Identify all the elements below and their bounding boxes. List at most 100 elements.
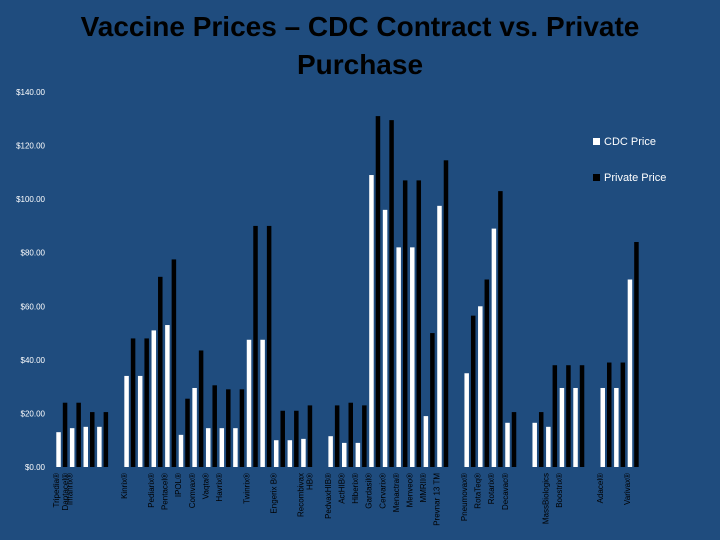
cdc-price-bar [151, 330, 157, 467]
cdc-price-bar [505, 422, 510, 467]
chart-title: Vaccine Prices – CDC Contract vs. Privat… [80, 11, 640, 80]
private-price-bar [402, 180, 408, 467]
cdc-price-bar [478, 306, 483, 467]
private-price-bar [144, 338, 149, 467]
category-label: Hiberix® [351, 473, 360, 504]
cdc-price-bar [69, 428, 75, 467]
cdc-price-bar [137, 375, 143, 467]
legend-swatch [593, 138, 600, 145]
cdc-price-bar [396, 247, 401, 467]
y-tick-label: $80.00 [21, 249, 46, 258]
y-axis: $0.00 $20.00 $40.00 $60.00 $80.00 $100.00 $120… [16, 88, 45, 472]
cdc-price-bar [491, 228, 497, 467]
category-label: Kinrix® [120, 473, 129, 499]
category-label: MassBiologics [542, 473, 551, 524]
cdc-price-bar [219, 428, 225, 467]
category-label: Varivax® [623, 473, 632, 505]
cdc-price-bar [369, 175, 374, 468]
category-label: Menveo® [406, 473, 415, 507]
y-tick-label: $140.00 [16, 88, 45, 97]
category-label: Recombivax [297, 473, 306, 517]
cdc-price-bar [600, 387, 605, 467]
legend-label: CDC Price [604, 136, 656, 148]
category-label: Twinrix® [242, 473, 251, 504]
cdc-price-bar [614, 387, 619, 467]
cdc-price-bar [301, 438, 306, 467]
category-label: IPOL® [174, 473, 183, 497]
private-price-bar [606, 362, 612, 467]
private-price-bar [171, 259, 177, 467]
category-label: Vaqta® [201, 473, 210, 499]
category-label: Boostrix® [555, 473, 564, 508]
cdc-price-bar [532, 422, 537, 467]
private-price-bar [334, 405, 340, 467]
private-price-bar [212, 385, 217, 467]
cdc-price-bar [546, 426, 551, 467]
y-tick-label: $100.00 [16, 195, 45, 204]
private-price-bar [90, 412, 95, 467]
category-label: Cervarix® [378, 473, 387, 509]
category-label: Pediarix® [147, 473, 156, 508]
category-label: Tripedia® [52, 473, 61, 508]
category-label: Pentacel® [161, 473, 170, 510]
private-price-bar [62, 402, 68, 467]
cdc-price-bar [573, 387, 578, 467]
private-price-bar [76, 402, 81, 467]
cdc-price-bar [437, 205, 442, 467]
cdc-price-bar [464, 373, 469, 467]
bars [56, 116, 639, 468]
y-tick-label: $120.00 [16, 142, 45, 151]
cdc-price-bar [273, 440, 279, 467]
y-tick-label: $60.00 [21, 302, 46, 311]
y-tick-label: $20.00 [21, 409, 46, 418]
private-price-bar [103, 412, 109, 467]
cdc-price-bar [56, 432, 61, 467]
private-price-bar [416, 180, 422, 467]
private-price-bar [538, 412, 544, 467]
category-label: Decavac® [501, 473, 510, 510]
cdc-price-bar [410, 247, 415, 467]
private-price-bar [266, 225, 272, 467]
category-label: Adacel® [596, 473, 605, 503]
category-label: Havrix® [215, 473, 224, 502]
private-price-bar [239, 389, 245, 467]
cdc-price-bar [423, 416, 429, 467]
category-label: Comvax® [188, 473, 197, 508]
cdc-price-bar [165, 325, 170, 467]
category-label: MMRII® [419, 473, 428, 503]
legend-swatch [593, 174, 600, 181]
cdc-price-bar [355, 442, 361, 467]
private-price-bar [226, 389, 231, 467]
private-price-bar [430, 333, 435, 467]
category-label: RotaTeq® [474, 473, 483, 509]
category-label: Daptacel® [61, 473, 70, 511]
private-price-bar [511, 412, 517, 467]
cdc-price-bar [287, 440, 293, 467]
cdc-price-bar [192, 387, 197, 467]
private-price-bar [552, 365, 558, 467]
cdc-price-bar [97, 426, 102, 467]
cdc-price-bar [559, 387, 565, 467]
x-axis-labels: Tripedia® Daptacel®Infanrix® Kinrix® Pediar… [52, 473, 632, 526]
legend-label: Private Price [604, 172, 666, 184]
cdc-price-bar [328, 436, 333, 467]
private-price-bar [566, 365, 571, 467]
private-price-bar [620, 362, 626, 467]
cdc-price-bar [246, 339, 252, 467]
category-label: PedvaxHIB® [324, 473, 333, 519]
cdc-price-bar [233, 428, 238, 467]
private-price-bar [498, 191, 503, 467]
private-price-bar [389, 120, 394, 467]
private-price-bar [158, 276, 163, 467]
private-price-bar [484, 279, 490, 467]
private-price-bar [634, 242, 639, 467]
private-price-bar [253, 225, 258, 467]
private-price-bar [375, 116, 381, 467]
category-label: Rotarix® [487, 473, 496, 504]
cdc-price-bar [205, 428, 211, 467]
cdc-price-bar [178, 434, 184, 467]
category-label: Pneumovax® [460, 473, 469, 521]
private-price-bar [294, 410, 299, 467]
private-price-bar [185, 398, 190, 467]
private-price-bar [130, 338, 136, 467]
